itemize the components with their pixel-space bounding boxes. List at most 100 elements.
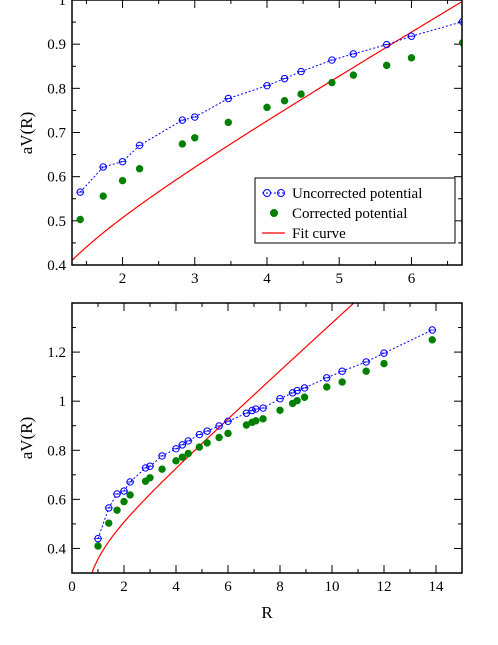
- top-y-tick-label: 1: [59, 0, 67, 9]
- top-y-tick-label: 0.5: [47, 214, 66, 230]
- top-x-tick-label: 5: [335, 271, 343, 287]
- legend-box: [254, 177, 456, 244]
- bottom-uncorrected-point: [113, 490, 121, 498]
- top-corrected-point: [407, 54, 416, 62]
- bottom-uncorrected-point: [141, 464, 150, 472]
- bottom-uncorrected-point: [120, 487, 128, 495]
- legend: Uncorrected potential Corrected potentia…: [254, 177, 456, 244]
- bottom-uncorrected-point: [252, 405, 260, 413]
- bottom-uncorrected-point: [215, 422, 223, 430]
- bottom-corrected-point: [126, 491, 134, 499]
- bottom-corrected-point: [120, 497, 128, 506]
- top-y-tick-label: 0.8: [47, 81, 66, 97]
- bottom-tick-labels: 0 2 4 6 8 10 12 14 0.4 0.6 0.8 1 1.2: [47, 345, 444, 595]
- bottom-corrected-point: [105, 519, 113, 527]
- bottom-uncorrected-point: [338, 367, 346, 375]
- bottom-y-tick-label: 1: [59, 394, 67, 410]
- bottom-uncorrected-point: [195, 430, 204, 439]
- top-panel: 2 3 4 5 6 0.4 0.5 0.6 0.7 0.8 0.9 1 aV(R) Uncorrect…: [17, 0, 463, 287]
- bottom-uncorrected-point: [94, 534, 102, 543]
- bottom-ticks: [71, 302, 463, 574]
- bottom-uncorrected-point: [259, 404, 267, 412]
- top-uncorrected-point: [99, 163, 107, 171]
- bottom-uncorrected-point: [126, 478, 134, 486]
- bottom-x-tick-label: 6: [224, 579, 232, 595]
- top-corrected-point: [297, 90, 305, 98]
- bottom-uncorrected-point: [172, 445, 180, 453]
- bottom-uncorrected-point: [428, 326, 436, 334]
- legend-entry-uncorrected: Uncorrected potential: [262, 186, 422, 202]
- top-uncorrected-point: [297, 67, 305, 76]
- top-corrected-point: [382, 61, 391, 70]
- bottom-y-tick-label: 0.8: [47, 443, 66, 459]
- bottom-uncorrected-point: [184, 437, 192, 445]
- top-corrected-point: [135, 165, 144, 173]
- top-y-tick-label: 0.7: [47, 126, 66, 142]
- bottom-uncorrected-point: [288, 389, 297, 397]
- top-uncorrected-point: [135, 141, 144, 150]
- top-corrected-point: [76, 215, 84, 224]
- top-x-tick-label: 6: [408, 271, 416, 287]
- top-uncorrected-point: [349, 50, 358, 58]
- bottom-uncorrected-point: [362, 358, 370, 366]
- top-corrected-point: [191, 134, 199, 142]
- bottom-uncorrected-point: [146, 462, 154, 470]
- bottom-uncorrected-point: [293, 386, 301, 395]
- bottom-uncorrected-point: [380, 349, 388, 357]
- top-y-tick-label: 0.9: [47, 37, 66, 53]
- top-corrected-point: [280, 97, 289, 105]
- top-tick-labels: 2 3 4 5 6 0.4 0.5 0.6 0.7 0.8 0.9 1: [47, 0, 415, 287]
- top-x-tick-label: 2: [119, 271, 127, 287]
- legend-entry-corrected: Corrected potential: [270, 206, 407, 222]
- bottom-corrected-point: [215, 433, 223, 442]
- top-uncorrected-point: [191, 113, 199, 121]
- top-uncorrected-point: [76, 188, 84, 196]
- bottom-corrected-point: [172, 457, 180, 465]
- top-corrected-point: [118, 176, 127, 185]
- legend-label-corrected: Corrected potential: [292, 206, 407, 222]
- bottom-y-tick-label: 0.4: [47, 541, 66, 557]
- legend-label-uncorrected: Uncorrected potential: [292, 186, 422, 202]
- bottom-y-tick-label: 0.6: [47, 492, 66, 508]
- bottom-corrected-point: [94, 542, 102, 550]
- bottom-x-tick-label: 14: [429, 579, 445, 595]
- legend-label-fit: Fit curve: [292, 226, 346, 242]
- top-x-tick-label: 4: [263, 271, 271, 287]
- bottom-x-tick-label: 4: [172, 579, 180, 595]
- bottom-uncorrected-point: [276, 395, 284, 403]
- bottom-uncorrected-point: [224, 417, 232, 426]
- bottom-uncorrected-point: [323, 374, 331, 382]
- bottom-x-tick-label: 8: [276, 579, 284, 595]
- bottom-corrected-point: [184, 449, 192, 458]
- bottom-corrected-point: [158, 465, 166, 473]
- bottom-corrected-point: [224, 429, 232, 438]
- bottom-uncorrected-line: [97, 329, 433, 539]
- bottom-corrected-point: [293, 396, 301, 405]
- bottom-corrected-point: [338, 378, 346, 386]
- legend-entry-fit: Fit curve: [262, 226, 346, 242]
- bottom-corrected-point: [195, 443, 204, 451]
- bottom-x-tick-label: 10: [325, 579, 340, 595]
- top-y-tick-label: 0.4: [47, 258, 66, 274]
- bottom-corrected-point: [362, 367, 370, 375]
- bottom-corrected-point: [276, 406, 284, 414]
- bottom-corrected-point: [252, 417, 260, 425]
- bottom-x-tick-label: 0: [68, 579, 76, 595]
- bottom-corrected-point: [300, 393, 309, 401]
- top-uncorrected-point: [328, 56, 336, 64]
- bottom-y-tick-label: 1.2: [47, 345, 66, 361]
- bottom-uncorrected-point: [158, 452, 166, 460]
- top-y-axis-title: aV(R): [17, 112, 36, 154]
- bottom-corrected-point: [146, 474, 154, 482]
- top-uncorrected-point: [458, 17, 462, 26]
- top-uncorrected-point: [263, 81, 271, 90]
- bottom-uncorrected-point: [105, 504, 113, 512]
- top-corrected-point: [99, 192, 107, 200]
- top-uncorrected-point: [280, 74, 289, 83]
- bottom-corrected-point: [428, 336, 436, 344]
- bottom-uncorrected-point: [203, 427, 211, 435]
- top-corrected-point: [328, 78, 336, 87]
- top-uncorrected-point: [178, 116, 187, 124]
- bottom-panel: 0 2 4 6 8 10 12 14 0.4 0.6 0.8 1 1.2 aV(R) R: [17, 302, 463, 622]
